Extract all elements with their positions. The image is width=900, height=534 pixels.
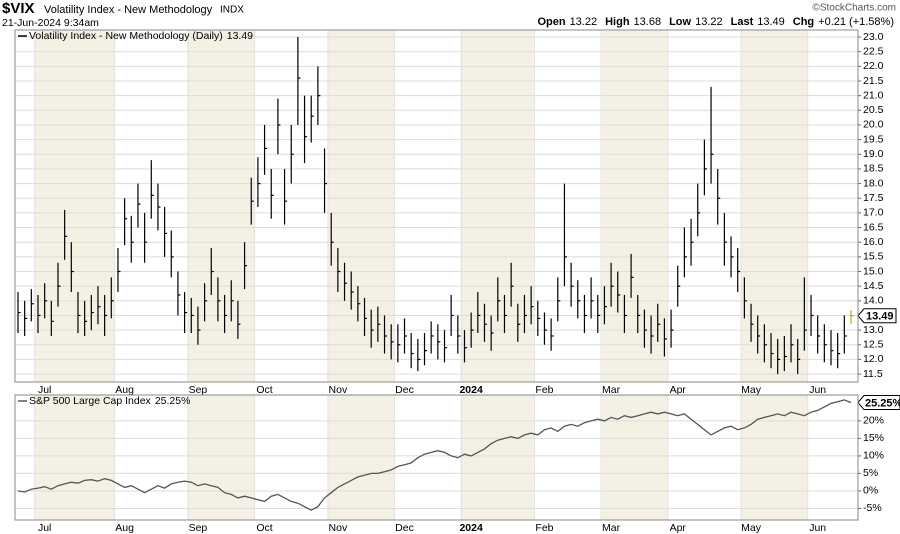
y-tick-label: 0%	[863, 485, 878, 497]
x-tick-label: Jul	[38, 522, 51, 534]
y-tick-label: 15%	[863, 432, 884, 444]
quote-label: High	[605, 16, 630, 28]
exchange: INDX	[220, 5, 244, 16]
month-shade	[741, 30, 808, 382]
month-shade	[34, 30, 115, 382]
panel-background	[15, 395, 858, 520]
x-tick-label: May	[741, 522, 762, 534]
y-tick-label: 5%	[863, 467, 878, 479]
month-shade	[601, 30, 668, 382]
line-series	[17, 399, 852, 511]
y-tick-label: 14.0	[863, 295, 884, 307]
quote-value: 13.68	[634, 16, 662, 28]
legend-value: 13.49	[227, 30, 253, 42]
x-tick-label: Apr	[670, 522, 687, 534]
y-tick-label: 12.0	[863, 353, 884, 365]
datetime: 21-Jun-2024 9:34am	[2, 17, 99, 29]
y-tick-label: 20.0	[863, 119, 884, 131]
month-shade	[601, 395, 668, 520]
panel-border	[14, 394, 859, 521]
panel-border	[14, 29, 859, 383]
y-tick-label: 21.0	[863, 89, 884, 101]
quote-value: 13.49	[757, 16, 785, 28]
y-tick-label: 17.5	[863, 192, 884, 204]
x-tick-label: Jun	[809, 384, 826, 396]
y-tick-label: 10%	[863, 450, 884, 462]
quote: Open 13.22 High 13.68 Low 13.22 Last 13.49 Chg +0…	[537, 16, 894, 28]
y-tick-label: 12.5	[863, 339, 884, 351]
quote-label: Open	[537, 16, 565, 28]
last-value-label: 13.49	[866, 311, 894, 323]
symbol: $VIX	[2, 0, 35, 17]
y-tick-label: 15.5	[863, 251, 884, 263]
x-tick-label: Mar	[602, 522, 621, 534]
source: ©StockCharts.com	[812, 3, 896, 14]
x-tick-label: Nov	[329, 384, 348, 396]
x-tick-label: Oct	[256, 384, 272, 396]
quote-label: Chg	[793, 16, 814, 28]
legend-label: S&P 500 Large Cap Index	[29, 395, 152, 407]
quote-value: +0.21 (+1.58%)	[818, 16, 894, 28]
legend-label: Volatility Index - New Methodology (Dail…	[29, 30, 223, 42]
x-tick-label: 2024	[459, 384, 483, 396]
month-shade	[187, 30, 255, 382]
y-tick-label: 19.5	[863, 133, 884, 145]
x-tick-label: Feb	[535, 522, 553, 534]
x-tick-label: Oct	[256, 522, 272, 534]
y-tick-label: -5%	[863, 502, 882, 514]
x-tick-label: Feb	[535, 384, 553, 396]
last-value-box	[857, 395, 900, 411]
x-tick-label: Sep	[189, 522, 208, 534]
y-tick-label: 23.0	[863, 31, 884, 43]
quote-value: 13.22	[570, 16, 598, 28]
last-value-box	[857, 308, 897, 324]
x-tick-label: Aug	[115, 522, 134, 534]
x-tick-label: Dec	[395, 522, 414, 534]
x-tick-label: Jun	[809, 522, 826, 534]
month-shade	[461, 30, 535, 382]
x-tick-label: Aug	[115, 384, 134, 396]
x-tick-label: Dec	[395, 384, 414, 396]
month-shade	[461, 395, 535, 520]
x-tick-label: Nov	[329, 522, 348, 534]
x-tick-label: Apr	[670, 384, 687, 396]
y-tick-label: 20%	[863, 415, 884, 427]
x-tick-label: 2024	[459, 522, 483, 534]
y-tick-label: 15.0	[863, 265, 884, 277]
month-shade	[741, 395, 808, 520]
y-tick-label: 11.5	[863, 368, 883, 380]
y-tick-label: 21.5	[863, 75, 884, 87]
y-tick-label: 13.0	[863, 324, 884, 336]
month-shade	[327, 30, 395, 382]
x-tick-label: May	[741, 384, 762, 396]
y-tick-label: 18.0	[863, 177, 884, 189]
y-tick-label: 18.5	[863, 163, 884, 175]
security-name: Volatility Index - New Methodology	[44, 4, 213, 16]
panel-background	[15, 30, 858, 382]
month-shade	[327, 395, 395, 520]
quote-label: Last	[731, 16, 754, 28]
month-shade	[187, 395, 255, 520]
x-tick-label: Mar	[602, 384, 621, 396]
last-value-label: 25.25%	[865, 397, 900, 409]
y-tick-label: 19.0	[863, 148, 884, 160]
x-tick-label: Jul	[38, 384, 51, 396]
month-shade	[34, 395, 115, 520]
quote-value: 13.22	[695, 16, 723, 28]
y-tick-label: 22.5	[863, 45, 884, 57]
y-tick-label: 20.5	[863, 104, 884, 116]
y-tick-label: 17.0	[863, 207, 884, 219]
y-tick-label: 16.0	[863, 236, 884, 248]
y-tick-label: 22.0	[863, 60, 884, 72]
x-tick-label: Sep	[189, 384, 208, 396]
y-tick-label: 14.5	[863, 280, 884, 292]
legend-value: 25.25%	[155, 395, 191, 407]
y-tick-label: 16.5	[863, 221, 884, 233]
quote-label: Low	[669, 16, 691, 28]
